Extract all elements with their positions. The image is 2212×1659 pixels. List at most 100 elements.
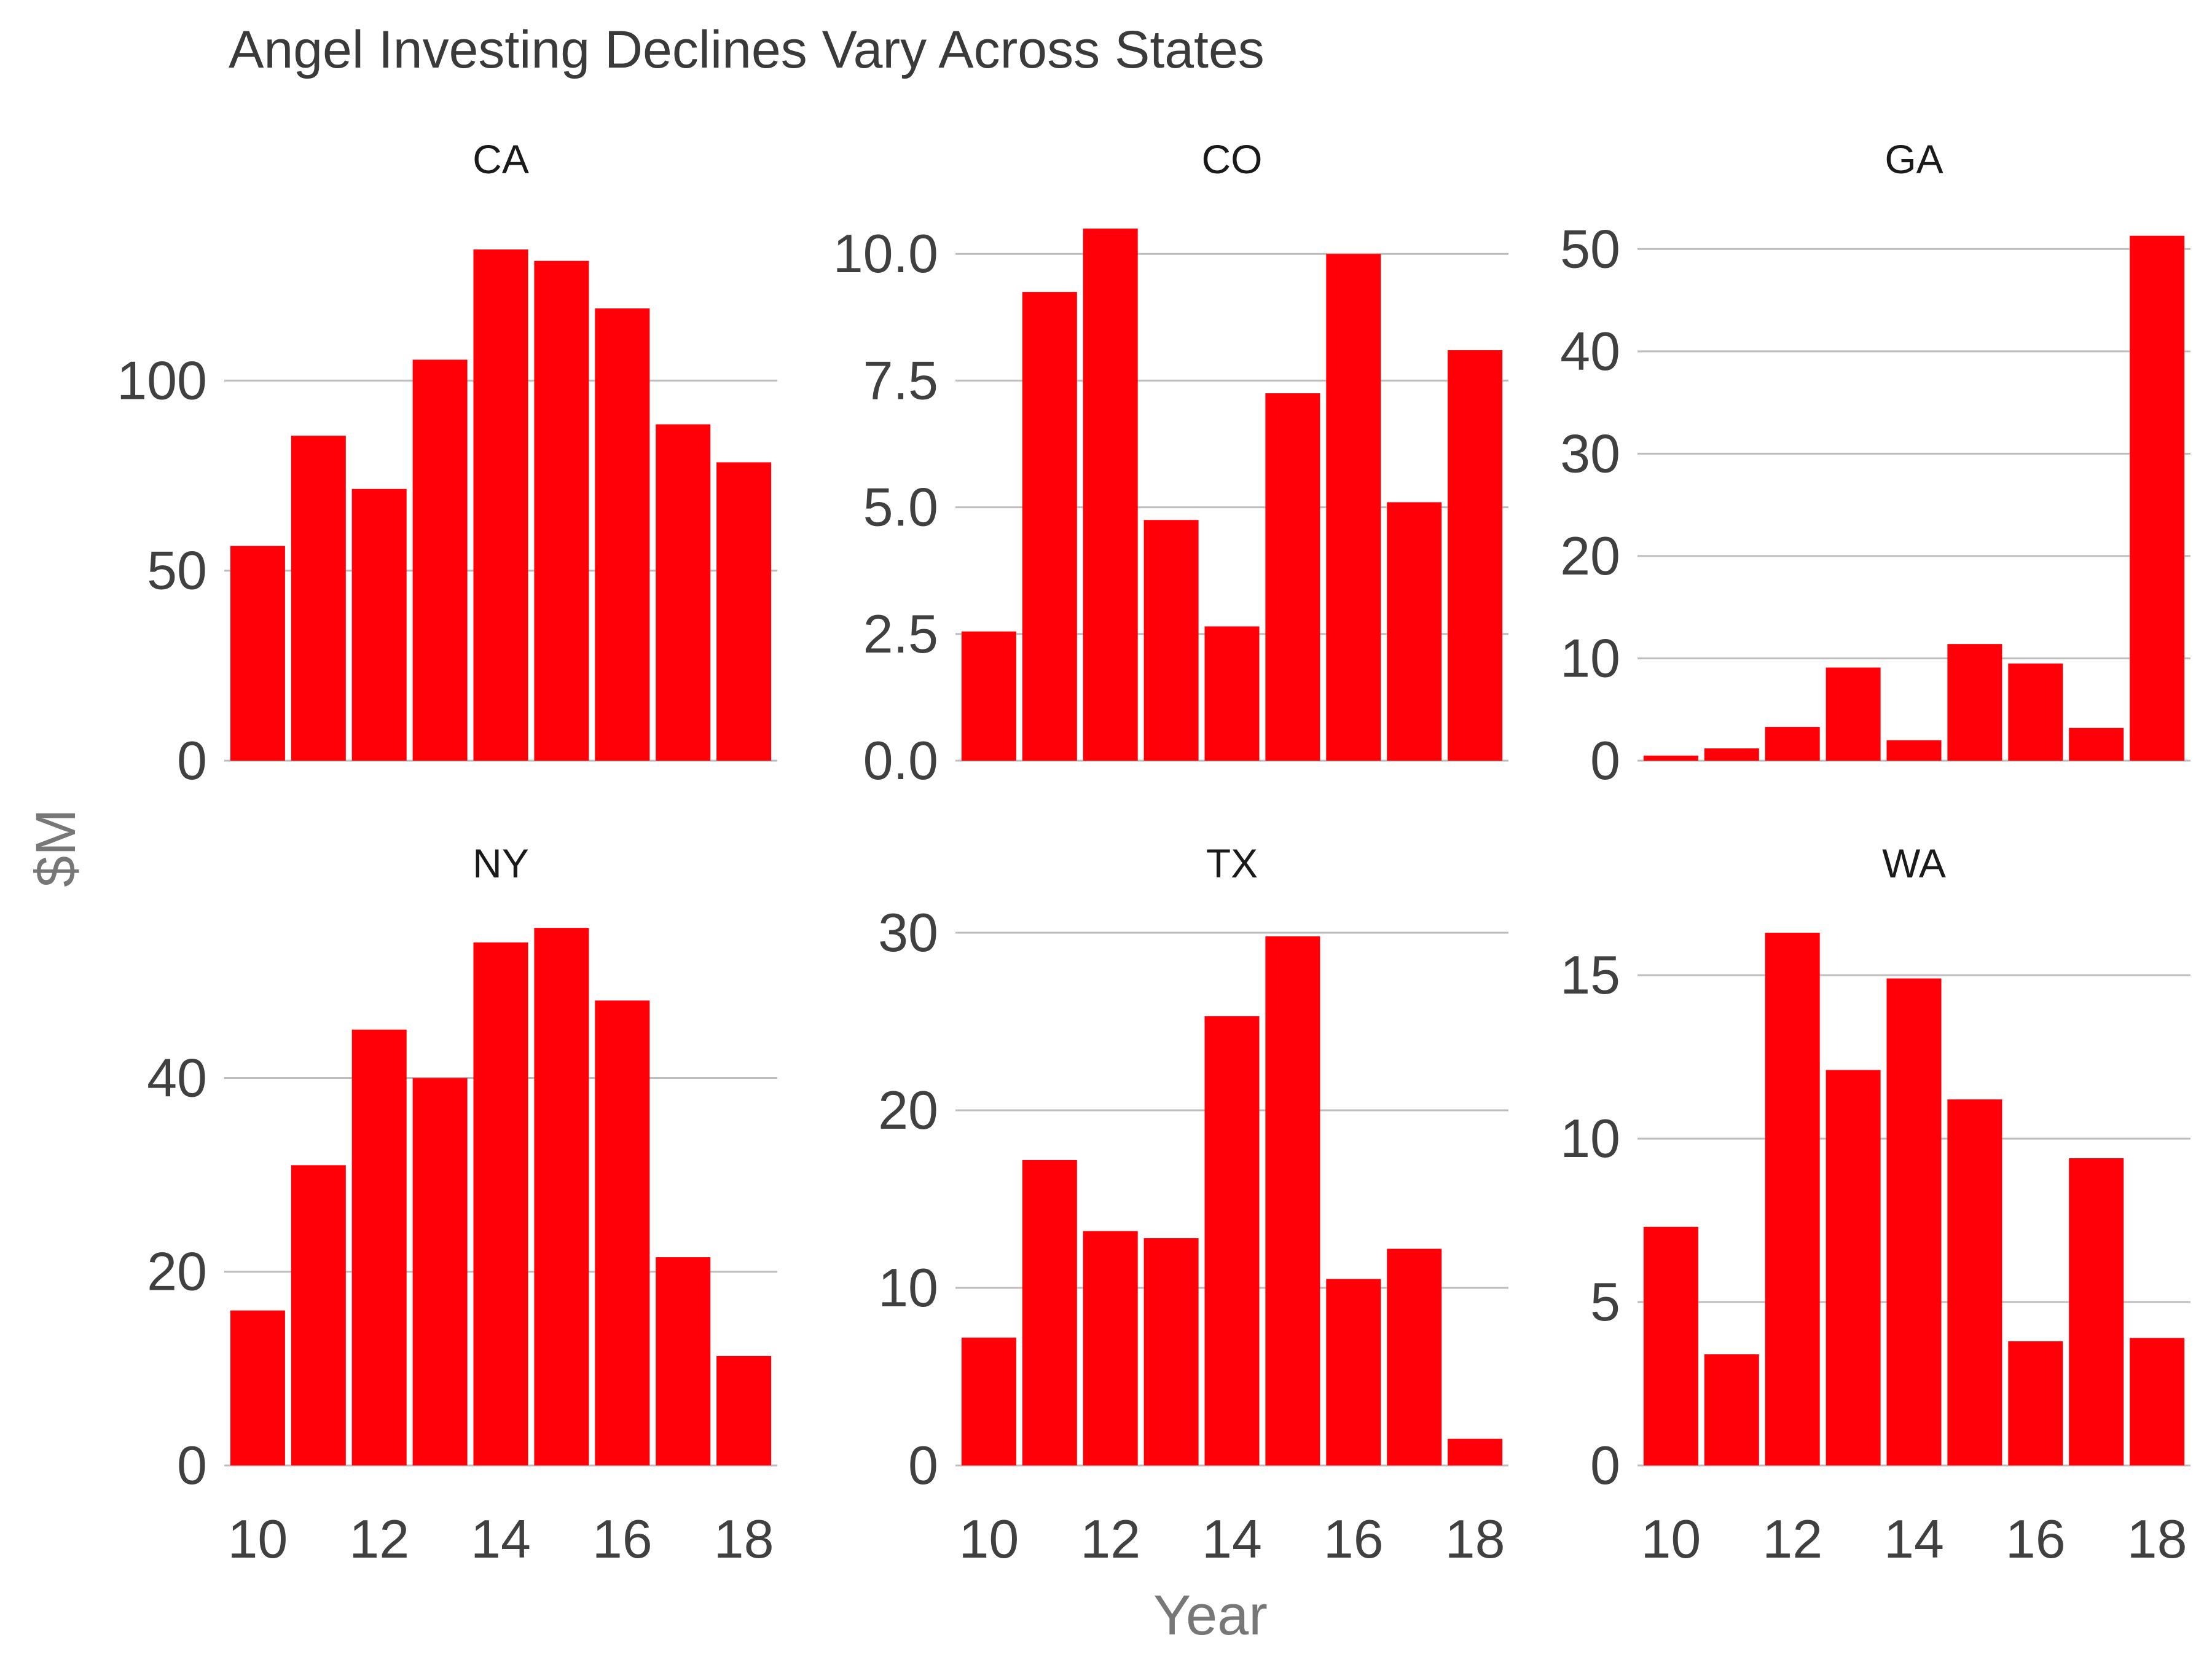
bar-wa-15 <box>1947 1099 2002 1465</box>
facet-label-ny: NY <box>473 841 529 886</box>
bar-tx-10 <box>961 1337 1016 1465</box>
bar-co-13 <box>1143 520 1199 761</box>
x-tick-label-wa: 10 <box>1641 1508 1701 1569</box>
y-tick-label-ca: 50 <box>147 540 207 601</box>
bar-ca-16 <box>595 308 650 761</box>
x-tick-label-tx: 14 <box>1202 1508 1262 1569</box>
y-tick-label-ga: 0 <box>1590 730 1620 791</box>
facet-label-tx: TX <box>1206 841 1258 886</box>
x-tick-label-tx: 12 <box>1080 1508 1140 1569</box>
bar-ny-11 <box>291 1165 346 1465</box>
facet-panel-ny: NY 0 20 40 10 12 14 16 18 <box>147 841 777 1569</box>
y-tick-label-wa: 5 <box>1590 1271 1620 1332</box>
y-tick-label-co: 5.0 <box>863 477 938 538</box>
x-tick-label-ny: 10 <box>227 1508 288 1569</box>
bar-co-14 <box>1204 626 1260 761</box>
bar-tx-14 <box>1204 1016 1260 1465</box>
bar-ca-10 <box>230 546 285 761</box>
bar-wa-13 <box>1826 1070 1881 1465</box>
bar-wa-17 <box>2069 1158 2124 1465</box>
bar-ny-12 <box>351 1029 407 1465</box>
bar-ca-12 <box>351 488 407 761</box>
y-tick-label-wa: 15 <box>1560 944 1620 1005</box>
bar-wa-12 <box>1765 933 1820 1465</box>
x-tick-label-wa: 14 <box>1884 1508 1944 1569</box>
x-tick-label-ny: 16 <box>592 1508 653 1569</box>
y-tick-label-ga: 40 <box>1560 321 1620 382</box>
bar-co-16 <box>1326 254 1381 761</box>
bar-tx-11 <box>1022 1159 1077 1465</box>
bar-co-17 <box>1387 502 1442 761</box>
x-tick-label-ny: 12 <box>349 1508 409 1569</box>
bar-ny-15 <box>534 928 589 1465</box>
bar-ny-18 <box>716 1355 772 1465</box>
facet-panel-ga: GA 0 10 20 30 40 50 <box>1560 136 2190 791</box>
facet-panel-wa: WA 0 5 10 15 10 12 14 16 18 <box>1560 841 2190 1569</box>
bar-wa-16 <box>2008 1341 2063 1465</box>
bar-co-18 <box>1448 350 1503 761</box>
x-tick-label-ny: 18 <box>714 1508 774 1569</box>
y-tick-label-ca: 100 <box>117 350 207 410</box>
y-tick-label-wa: 10 <box>1560 1108 1620 1169</box>
y-tick-label-ny: 0 <box>177 1435 207 1496</box>
facet-label-ca: CA <box>473 136 529 182</box>
x-tick-label-tx: 18 <box>1445 1508 1505 1569</box>
bar-ga-16 <box>2008 663 2063 761</box>
bar-ny-16 <box>595 1000 650 1465</box>
bar-wa-18 <box>2130 1338 2185 1465</box>
y-tick-label-tx: 10 <box>878 1257 938 1318</box>
bar-wa-11 <box>1704 1354 1759 1465</box>
bar-ga-13 <box>1826 667 1881 761</box>
y-tick-label-ga: 10 <box>1560 627 1620 688</box>
y-tick-label-ny: 40 <box>147 1047 207 1108</box>
y-tick-label-ga: 30 <box>1560 423 1620 484</box>
facet-label-wa: WA <box>1882 841 1946 886</box>
bar-ny-17 <box>656 1257 711 1465</box>
bar-ca-13 <box>412 359 468 761</box>
bar-co-15 <box>1265 393 1320 761</box>
y-tick-label-tx: 20 <box>878 1080 938 1140</box>
facet-panel-ca: CA 0 50 100 <box>117 136 777 791</box>
y-axis-label: $M <box>25 809 87 887</box>
y-tick-label-co: 10.0 <box>833 223 938 284</box>
bar-ca-17 <box>656 424 711 761</box>
bar-ca-18 <box>716 462 772 761</box>
y-tick-label-wa: 0 <box>1590 1435 1620 1496</box>
bar-ga-14 <box>1886 740 1942 761</box>
bar-co-11 <box>1022 292 1077 761</box>
bar-ga-12 <box>1765 727 1820 761</box>
bar-ca-11 <box>291 436 346 761</box>
bar-ca-14 <box>473 249 528 761</box>
bar-ga-10 <box>1643 755 1698 761</box>
x-tick-label-tx: 10 <box>959 1508 1019 1569</box>
y-tick-label-ga: 20 <box>1560 525 1620 586</box>
x-axis-label: Year <box>1153 1584 1268 1647</box>
x-tick-label-ny: 14 <box>471 1508 531 1569</box>
x-tick-label-wa: 16 <box>2006 1508 2066 1569</box>
bar-tx-12 <box>1083 1231 1138 1465</box>
bar-ga-17 <box>2069 728 2124 761</box>
bar-ny-13 <box>412 1078 468 1465</box>
y-tick-label-tx: 0 <box>908 1435 938 1496</box>
y-tick-label-co: 2.5 <box>863 603 938 664</box>
facet-label-co: CO <box>1202 136 1263 182</box>
bar-wa-10 <box>1643 1226 1698 1465</box>
bar-ca-15 <box>534 261 589 761</box>
chart-title: Angel Investing Declines Vary Across Sta… <box>229 20 1265 79</box>
bar-tx-16 <box>1326 1279 1381 1465</box>
x-tick-label-tx: 16 <box>1324 1508 1384 1569</box>
x-tick-label-wa: 18 <box>2127 1508 2187 1569</box>
facet-label-ga: GA <box>1885 136 1943 182</box>
bar-ny-14 <box>473 942 528 1465</box>
facet-panel-tx: TX 0 10 20 30 10 12 14 16 18 <box>878 841 1508 1569</box>
y-tick-label-tx: 30 <box>878 902 938 963</box>
bar-co-10 <box>961 631 1016 761</box>
y-tick-label-ga: 50 <box>1560 218 1620 279</box>
bar-co-12 <box>1083 229 1138 761</box>
y-tick-label-co: 7.5 <box>863 350 938 410</box>
bar-tx-15 <box>1265 936 1320 1465</box>
bar-ga-15 <box>1947 644 2002 761</box>
facet-panel-co: CO 0.0 2.5 5.0 7.5 10.0 <box>833 136 1508 791</box>
bar-tx-13 <box>1143 1238 1199 1465</box>
